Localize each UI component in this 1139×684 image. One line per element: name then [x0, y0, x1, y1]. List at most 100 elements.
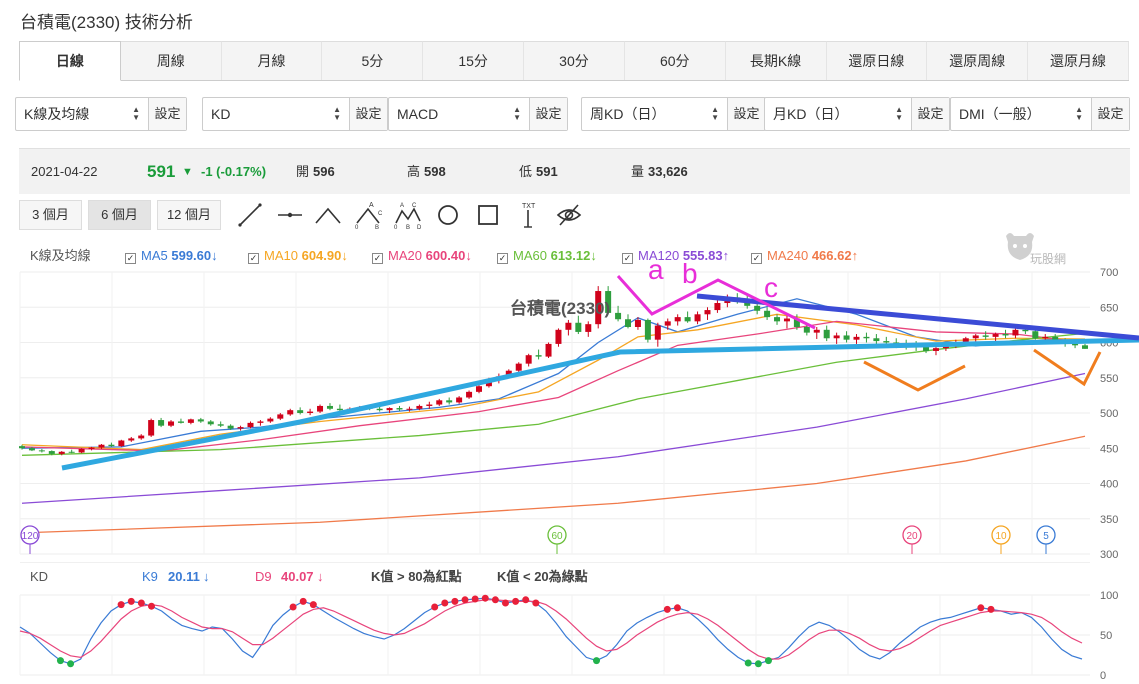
indicator-select-4[interactable]: 月KD（日） ▲ ▼ [765, 98, 911, 130]
range-3m-button[interactable]: 3 個月 [19, 200, 82, 230]
candle-body [714, 303, 721, 311]
abcd-letter-a: A [400, 203, 404, 209]
candle-body [287, 410, 294, 415]
candle-body [396, 408, 403, 410]
settings-button[interactable]: 設定 [727, 98, 765, 130]
indicator-select-value: MACD [397, 106, 439, 122]
legend-ma5[interactable]: ✓ MA5 599.60↓ [125, 248, 218, 264]
candle-body [823, 329, 830, 339]
tab-0[interactable]: 日線 [19, 41, 121, 81]
legend-name: MA60 [513, 248, 547, 263]
indicator-select-0[interactable]: K線及均線 ▲ ▼ [16, 98, 148, 130]
candle-body [1052, 336, 1059, 342]
checkbox-icon[interactable]: ✓ [751, 253, 762, 264]
legend-ma120[interactable]: ✓ MA120 555.83↑ [622, 248, 729, 264]
ma-marker-label: 120 [22, 531, 39, 542]
kd-d-value: 40.07 [281, 569, 314, 584]
indicator-select-5[interactable]: DMI（一般） ▲ ▼ [951, 98, 1091, 130]
candle-body [38, 450, 45, 452]
tab-9[interactable]: 還原周線 [927, 41, 1029, 80]
candle-body [625, 319, 632, 327]
ma-marker-label: 10 [995, 531, 1007, 542]
k-overbought-dot [512, 597, 520, 605]
abcd-pattern-tool-icon[interactable]: A C 0 B D [394, 201, 422, 229]
circle-tool-icon[interactable] [434, 201, 462, 229]
legend-ma60[interactable]: ✓ MA60 613.12↓ [497, 248, 597, 264]
candle-body [813, 329, 820, 333]
high-label: 高 [407, 164, 421, 179]
checkbox-icon[interactable]: ✓ [248, 253, 259, 264]
support-trendline [61, 337, 1139, 471]
abc-letter-0: 0 [355, 225, 359, 229]
tab-3[interactable]: 5分 [322, 41, 424, 80]
tab-5[interactable]: 30分 [524, 41, 625, 80]
k-overbought-dot [663, 605, 671, 613]
candle-body [68, 451, 75, 453]
candle-body [664, 321, 671, 326]
k-overbought-dot [137, 599, 145, 607]
chart-title: 台積電(2330) [510, 298, 610, 318]
settings-button[interactable]: 設定 [529, 98, 567, 130]
abc-pattern-tool-icon[interactable]: A 0 B C [354, 201, 382, 229]
main-legend-title: K線及均線 [30, 248, 91, 263]
k-overbought-dot [451, 597, 459, 605]
candle-body [883, 341, 890, 343]
tab-8[interactable]: 還原日線 [826, 41, 928, 80]
candle-body [88, 447, 95, 449]
ma-period-marker: 120 [20, 525, 40, 554]
polyline-tool-icon[interactable] [314, 201, 342, 229]
quote-change: -1 (-0.17%) [201, 164, 267, 179]
legend-value: 599.60 [171, 248, 212, 263]
tab-1[interactable]: 周線 [120, 41, 222, 80]
open-value: 596 [313, 164, 335, 179]
tab-7[interactable]: 長期K線 [725, 41, 827, 80]
annotation-label-c: c [764, 272, 778, 303]
legend-ma20[interactable]: ✓ MA20 600.40↓ [372, 248, 472, 264]
tab-4[interactable]: 15分 [423, 41, 525, 80]
checkbox-icon[interactable]: ✓ [622, 253, 633, 264]
candle-body [923, 346, 930, 351]
settings-button[interactable]: 設定 [148, 98, 186, 130]
y-tick-label: 400 [1100, 479, 1118, 491]
settings-button[interactable]: 設定 [349, 98, 387, 130]
hide-eye-icon[interactable] [555, 201, 583, 229]
range-6m-button[interactable]: 6 個月 [88, 200, 151, 230]
candle-body [138, 435, 145, 439]
kd-k-value: 20.11 [168, 569, 200, 584]
checkbox-icon[interactable]: ✓ [125, 253, 136, 264]
high-value: 598 [424, 164, 446, 179]
page-title: 台積電(2330) 技術分析 [20, 13, 193, 32]
candle-body [336, 408, 343, 411]
k-oversold-dot [593, 657, 601, 665]
tab-10[interactable]: 還原月線 [1028, 41, 1129, 80]
k-overbought-dot [491, 596, 499, 604]
legend-ma10[interactable]: ✓ MA10 604.90↓ [248, 248, 348, 264]
candle-body [873, 338, 880, 342]
k-overbought-dot [289, 603, 297, 611]
legend-ma240[interactable]: ✓ MA240 466.62↑ [751, 248, 858, 264]
rectangle-tool-icon[interactable] [474, 201, 502, 229]
ma-line-ma10 [21, 313, 1086, 451]
text-tool-icon[interactable]: TXT [514, 201, 542, 229]
select-arrows-icon: ▲ ▼ [895, 105, 903, 122]
range-12m-button[interactable]: 12 個月 [157, 200, 221, 230]
checkbox-icon[interactable]: ✓ [497, 253, 508, 264]
ma-period-marker: 10 [991, 525, 1011, 554]
checkbox-icon[interactable]: ✓ [372, 253, 383, 264]
indicator-select-value: DMI（一般） [959, 106, 1041, 122]
line-tool-icon[interactable] [236, 201, 264, 229]
indicator-select-2[interactable]: MACD ▲ ▼ [389, 98, 529, 130]
candle-body [217, 424, 224, 426]
k-overbought-dot [127, 597, 135, 605]
horizontal-line-tool-icon[interactable] [276, 201, 304, 229]
candle-body [406, 408, 413, 410]
tab-2[interactable]: 月線 [221, 41, 323, 80]
tab-6[interactable]: 60分 [624, 41, 726, 80]
abc-letter-a: A [369, 202, 374, 209]
settings-button[interactable]: 設定 [1091, 98, 1129, 130]
settings-button[interactable]: 設定 [911, 98, 949, 130]
candle-body [177, 421, 184, 423]
indicator-select-1[interactable]: KD ▲ ▼ [203, 98, 349, 130]
indicator-select-3[interactable]: 周KD（日） ▲ ▼ [582, 98, 727, 130]
annotation-label-b: b [682, 262, 698, 289]
